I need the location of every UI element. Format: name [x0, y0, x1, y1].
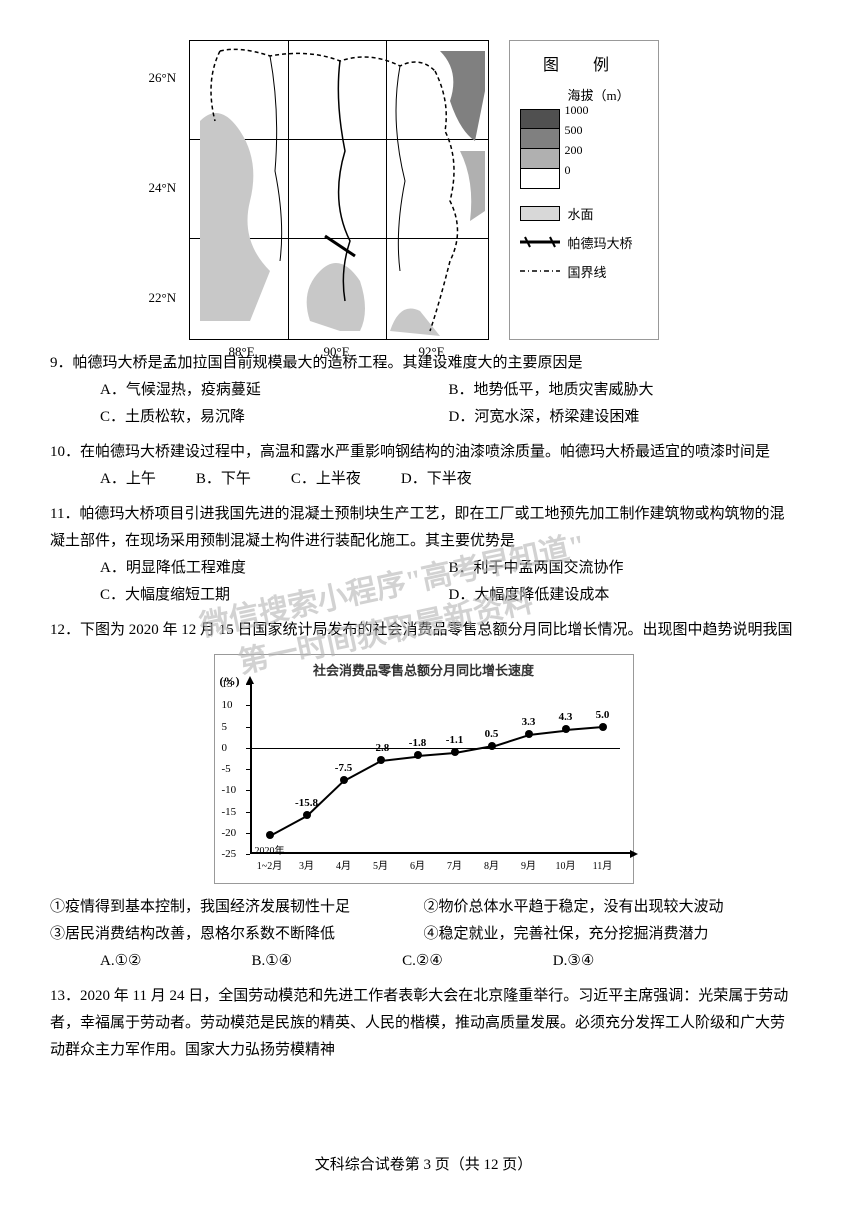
map-section: 26°N 24°N 22°N 88°E 90°E 92°E 图 例 海拔（m） … — [50, 40, 797, 340]
data-point — [599, 723, 607, 731]
q9-d: D．河宽水深，桥梁建设困难 — [449, 404, 798, 431]
q11-a: A．明显降低工程难度 — [100, 555, 449, 582]
q12-choices: A.①② B.①④ C.②④ D.③④ — [50, 948, 797, 975]
chart-section: 社会消费品零售总额分月同比增长速度 (%) 151050-5-10-15-20-… — [50, 654, 797, 884]
q10-c: C．上半夜 — [291, 466, 361, 493]
q11-d: D．大幅度降低建设成本 — [449, 582, 798, 609]
y-tick-label: 15 — [222, 678, 233, 690]
legend-water: 水面 — [520, 204, 648, 223]
data-point — [525, 730, 533, 738]
question-12: 12．下图为 2020 年 12 月 15 日国家统计局发布的社会消费品零售总额… — [50, 617, 797, 644]
lon-88e: 88°E — [229, 344, 255, 360]
q12-sub4: ④稳定就业，完善社保，充分挖掘消费潜力 — [424, 921, 798, 948]
y-tick-label: -20 — [222, 827, 237, 839]
chart-container: 社会消费品零售总额分月同比增长速度 (%) 151050-5-10-15-20-… — [214, 654, 634, 884]
q11-choices: A．明显降低工程难度 B．利于中孟两国交流协作 C．大幅度缩短工期 D．大幅度降… — [50, 555, 797, 609]
q12-c: C.②④ — [402, 948, 443, 975]
question-11: 11．帕德玛大桥项目引进我国先进的混凝土预制块生产工艺，即在工厂或工地预先加工制… — [50, 501, 797, 609]
map-with-axes: 26°N 24°N 22°N 88°E 90°E 92°E — [189, 40, 489, 340]
data-value-label: 0.5 — [485, 728, 499, 740]
x-tick-label: 7月 — [447, 857, 462, 872]
q12-sub1: ①疫情得到基本控制，我国经济发展韧性十足 — [50, 894, 424, 921]
lon-90e: 90°E — [324, 344, 350, 360]
q12-sub-options: ①疫情得到基本控制，我国经济发展韧性十足 ②物价总体水平趋于稳定，没有出现较大波… — [50, 894, 797, 948]
q10-d: D．下半夜 — [401, 466, 472, 493]
data-point — [340, 776, 348, 784]
question-9: 9．帕德玛大桥是孟加拉国目前规模最大的造桥工程。其建设难度大的主要原因是 A．气… — [50, 350, 797, 431]
y-tick-label: -10 — [222, 784, 237, 796]
data-value-label: -7.5 — [335, 762, 352, 774]
q12-d: D.③④ — [553, 948, 594, 975]
chart-title: 社会消费品零售总额分月同比增长速度 — [220, 660, 628, 679]
x-tick-label: 8月 — [484, 857, 499, 872]
data-point — [451, 748, 459, 756]
q11-b: B．利于中孟两国交流协作 — [449, 555, 798, 582]
q12-text: 12．下图为 2020 年 12 月 15 日国家统计局发布的社会消费品零售总额… — [50, 617, 797, 644]
question-13: 13．2020 年 11 月 24 日，全国劳动模范和先进工作者表彰大会在北京隆… — [50, 983, 797, 1064]
q10-b: B．下午 — [196, 466, 251, 493]
x-tick-label: 11月 — [593, 857, 613, 872]
data-point — [303, 811, 311, 819]
y-tick-label: 0 — [222, 742, 228, 754]
x-tick-label: 5月 — [373, 857, 388, 872]
data-value-label: -1.8 — [409, 737, 426, 749]
data-point — [266, 831, 274, 839]
map-container — [189, 40, 489, 340]
data-value-label: 5.0 — [596, 709, 610, 721]
chart-plot: (%) 151050-5-10-15-20-25-15.8-7.5-2.8-1.… — [250, 684, 630, 854]
question-10: 10．在帕德玛大桥建设过程中，高温和露水严重影响钢结构的油漆喷涂质量。帕德玛大桥… — [50, 439, 797, 493]
q11-c: C．大幅度缩短工期 — [100, 582, 449, 609]
data-value-label: 4.3 — [559, 711, 573, 723]
data-value-label: 3.3 — [522, 716, 536, 728]
q11-text: 11．帕德玛大桥项目引进我国先进的混凝土预制块生产工艺，即在工厂或工地预先加工制… — [50, 501, 797, 555]
elevation-header: 海拔（m） — [568, 85, 648, 104]
q10-a: A．上午 — [100, 466, 156, 493]
data-value-label: -1.1 — [446, 734, 463, 746]
page-footer: 文科综合试卷第 3 页（共 12 页） — [0, 1153, 847, 1174]
y-tick-label: 5 — [222, 721, 228, 733]
y-tick-label: -25 — [222, 848, 237, 860]
q13-text: 13．2020 年 11 月 24 日，全国劳动模范和先进工作者表彰大会在北京隆… — [50, 983, 797, 1064]
legend-title: 图 例 — [520, 51, 648, 75]
data-point — [488, 742, 496, 750]
q12-sub3: ③居民消费结构改善，恩格尔系数不断降低 — [50, 921, 424, 948]
q10-text: 10．在帕德玛大桥建设过程中，高温和露水严重影响钢结构的油漆喷涂质量。帕德玛大桥… — [50, 439, 797, 466]
y-tick-label: -15 — [222, 806, 237, 818]
x-tick-label: 2020年 1~2月 — [255, 842, 285, 872]
legend-border: 国界线 — [520, 262, 648, 281]
x-tick-label: 4月 — [336, 857, 351, 872]
lat-24n: 24°N — [149, 180, 177, 196]
data-point — [377, 756, 385, 764]
x-tick-label: 3月 — [299, 857, 314, 872]
q10-choices: A．上午 B．下午 C．上半夜 D．下半夜 — [50, 466, 797, 493]
x-tick-label: 10月 — [556, 857, 576, 872]
map-svg — [190, 41, 490, 341]
data-point — [562, 725, 570, 733]
y-tick-label: 10 — [222, 699, 233, 711]
elevation-scale: 1000 500 200 0 — [520, 109, 648, 194]
q12-a: A.①② — [100, 948, 141, 975]
lon-92e: 92°E — [419, 344, 445, 360]
q9-b: B．地势低平，地质灾害威胁大 — [449, 377, 798, 404]
q9-choices: A．气候湿热，疫病蔓延 B．地势低平，地质灾害威胁大 C．土质松软，易沉降 D．… — [50, 377, 797, 431]
q12-b: B.①④ — [251, 948, 292, 975]
x-axis-bottom — [250, 852, 630, 854]
lat-26n: 26°N — [149, 70, 177, 86]
data-point — [414, 751, 422, 759]
q9-c: C．土质松软，易沉降 — [100, 404, 449, 431]
y-axis — [250, 684, 252, 854]
data-value-label: -15.8 — [295, 797, 318, 809]
lat-22n: 22°N — [149, 290, 177, 306]
data-value-label: -2.8 — [372, 742, 389, 754]
map-legend: 图 例 海拔（m） 1000 500 200 0 水面 帕德玛大桥 国界线 — [509, 40, 659, 340]
q12-sub2: ②物价总体水平趋于稳定，没有出现较大波动 — [424, 894, 798, 921]
q9-a: A．气候湿热，疫病蔓延 — [100, 377, 449, 404]
x-tick-label: 9月 — [521, 857, 536, 872]
y-tick-label: -5 — [222, 763, 231, 775]
legend-bridge: 帕德玛大桥 — [520, 233, 648, 252]
x-tick-label: 6月 — [410, 857, 425, 872]
